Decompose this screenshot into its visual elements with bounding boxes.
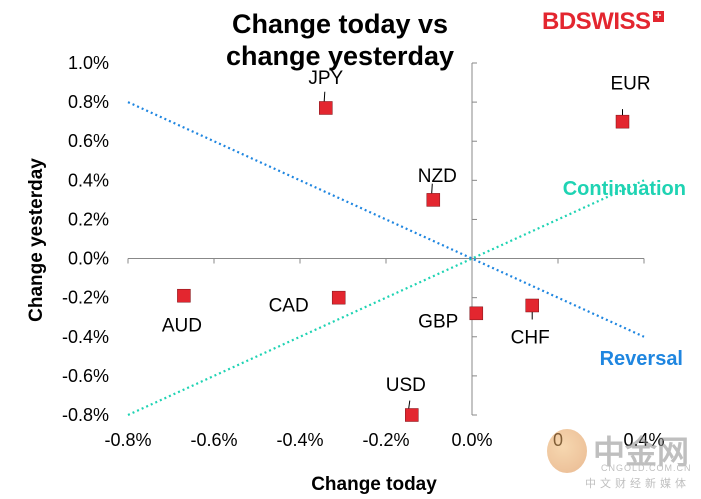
- point-jpy: [319, 101, 333, 115]
- point-label-jpy: JPY: [308, 68, 343, 89]
- axes: [127, 62, 645, 416]
- y-tick-label: -0.2%: [62, 288, 109, 308]
- y-tick-label: 0.2%: [68, 209, 109, 229]
- point-label-cad: CAD: [269, 296, 309, 317]
- brand-swiss: SWISS: [575, 8, 651, 35]
- y-tick-label: -0.8%: [62, 405, 109, 425]
- chart-title: Change today vs change yesterday: [190, 8, 490, 72]
- x-tick-label: -0.6%: [190, 430, 237, 450]
- chart-title-line-2: change yesterday: [225, 41, 455, 71]
- tick-labels: -0.8%-0.6%-0.4%-0.2%0.0%00.4%1.0%0.8%0.6…: [62, 53, 665, 450]
- x-tick-label: -0.2%: [362, 430, 409, 450]
- data-points: JPY EUR NZD AUD CAD GBP CHF USD: [162, 68, 651, 422]
- y-tick-label: 0.6%: [68, 131, 109, 151]
- point-chf: [525, 298, 539, 313]
- x-axis-label: Change today: [311, 474, 437, 495]
- point-label-nzd: NZD: [418, 166, 457, 187]
- watermark-subtitle: 中文财经新媒体: [585, 478, 690, 490]
- swiss-cross-icon: +: [652, 11, 664, 22]
- y-tick-label: 0.0%: [68, 249, 109, 269]
- guide-line-label-reversal: Reversal: [600, 348, 683, 370]
- point-cad: [331, 290, 346, 305]
- point-nzd: [426, 193, 441, 207]
- point-label-gbp: GBP: [418, 311, 458, 332]
- x-tick-label: 0.4%: [623, 430, 664, 450]
- guide-line-label-continuation: Continuation: [563, 178, 686, 200]
- watermark: 中金网 CNGOLD.COM.CN 中文财经新媒体: [545, 425, 695, 493]
- point-label-chf: CHF: [511, 327, 550, 348]
- y-tick-label: 0.4%: [68, 170, 109, 190]
- y-tick-label: -0.4%: [62, 327, 109, 347]
- point-gbp: [469, 306, 484, 321]
- brand-bd: BD: [542, 8, 576, 35]
- x-tick-label: 0.0%: [451, 430, 492, 450]
- y-tick-label: -0.6%: [62, 366, 109, 386]
- point-aud: [177, 288, 191, 303]
- point-usd: [405, 408, 419, 422]
- point-label-usd: USD: [386, 375, 426, 396]
- y-tick-label: 1.0%: [68, 53, 109, 73]
- chart-title-line-1: Change today vs: [231, 9, 449, 39]
- watermark-site: CNGOLD.COM.CN: [601, 463, 692, 473]
- x-tick-label: -0.8%: [104, 430, 151, 450]
- y-axis-label: Change yesterday: [26, 158, 47, 322]
- guide-lines: Continuation Reversal: [127, 101, 686, 417]
- watermark-logo-icon: [547, 429, 587, 473]
- point-label-aud: AUD: [162, 316, 202, 337]
- guide-line-reversal: [127, 101, 645, 338]
- point-label-eur: EUR: [610, 74, 650, 95]
- watermark-title: 中金网: [593, 434, 690, 470]
- point-eur: [615, 114, 630, 129]
- x-tick-label: -0.4%: [276, 430, 323, 450]
- y-tick-label: 0.8%: [68, 92, 109, 112]
- brand-logo: BDSWISS +: [542, 8, 664, 36]
